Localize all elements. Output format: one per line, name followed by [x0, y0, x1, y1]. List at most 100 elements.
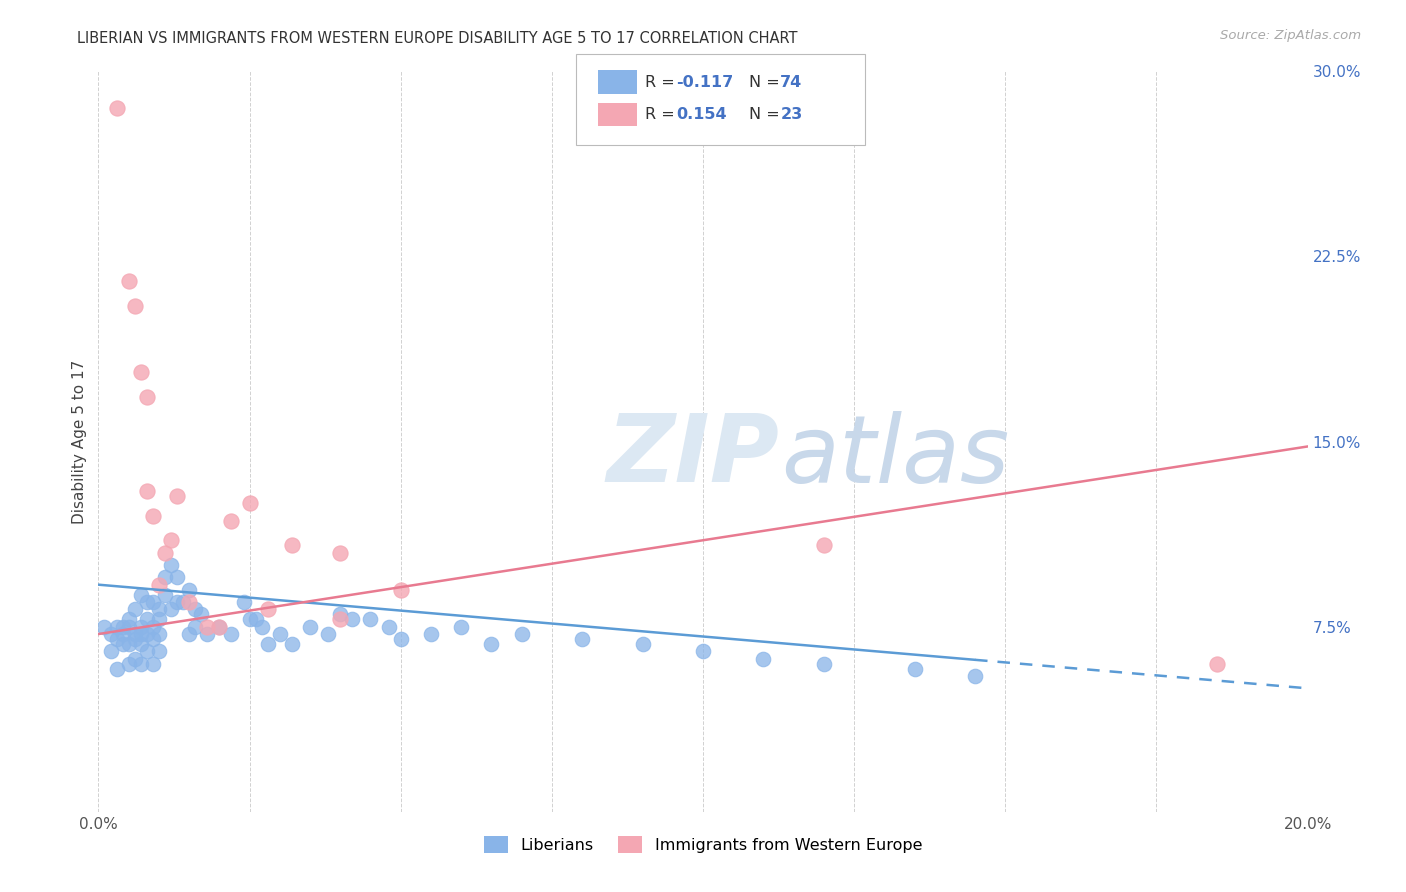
Point [148, 644, 170, 658]
Point [135, 483, 157, 498]
Point [245, 612, 267, 626]
Text: 0.154: 0.154 [676, 107, 727, 121]
Text: R =: R = [645, 107, 681, 121]
Point [1206, 657, 1229, 671]
Text: N =: N = [749, 107, 786, 121]
Point [153, 588, 176, 602]
Point [166, 570, 188, 584]
Point [93, 619, 115, 633]
Point [135, 390, 157, 404]
Point [329, 612, 352, 626]
Point [342, 612, 364, 626]
Point [232, 595, 254, 609]
Point [389, 582, 412, 597]
Point [195, 619, 218, 633]
Point [142, 595, 165, 609]
Point [153, 570, 176, 584]
Point [360, 612, 382, 626]
Point [172, 595, 194, 609]
Point [148, 602, 170, 616]
Point [118, 612, 141, 626]
Point [129, 627, 152, 641]
Point [105, 102, 128, 116]
Point [105, 662, 128, 676]
Point [118, 637, 141, 651]
Point [377, 619, 399, 633]
Point [179, 595, 201, 609]
Point [129, 619, 152, 633]
Point [481, 637, 503, 651]
Point [105, 632, 128, 646]
Point [256, 602, 278, 616]
Point [965, 669, 987, 683]
Point [142, 508, 165, 523]
Point [179, 582, 201, 597]
Point [221, 514, 243, 528]
Point [111, 637, 134, 651]
Point [124, 602, 146, 616]
Point [450, 619, 472, 633]
Text: Source: ZipAtlas.com: Source: ZipAtlas.com [1220, 29, 1361, 42]
Point [904, 662, 927, 676]
Point [329, 546, 352, 560]
Point [752, 651, 775, 665]
Point [111, 619, 134, 633]
Point [118, 619, 141, 633]
Point [111, 627, 134, 641]
Text: 23: 23 [780, 107, 803, 121]
Point [208, 619, 231, 633]
Point [124, 651, 146, 665]
Point [813, 657, 835, 671]
Point [184, 619, 207, 633]
Point [239, 612, 262, 626]
Point [153, 546, 176, 560]
Point [118, 274, 141, 288]
Point [142, 632, 165, 646]
Point [124, 627, 146, 641]
Point [148, 612, 170, 626]
Point [142, 619, 165, 633]
Text: ZIP: ZIP [606, 410, 779, 502]
Point [420, 627, 443, 641]
Point [135, 644, 157, 658]
Point [100, 644, 122, 658]
Point [135, 627, 157, 641]
Point [129, 366, 152, 380]
Point [160, 602, 183, 616]
Point [281, 538, 304, 552]
Point [239, 496, 262, 510]
Point [160, 558, 183, 572]
Point [118, 657, 141, 671]
Point [129, 588, 152, 602]
Point [631, 637, 654, 651]
Point [389, 632, 412, 646]
Point [135, 595, 157, 609]
Point [250, 619, 273, 633]
Point [124, 632, 146, 646]
Point [221, 627, 243, 641]
Point [129, 657, 152, 671]
Point [190, 607, 212, 622]
Point [329, 607, 352, 622]
Point [160, 533, 183, 548]
Point [256, 637, 278, 651]
Point [100, 627, 122, 641]
Point [179, 627, 201, 641]
Point [105, 619, 128, 633]
Point [142, 657, 165, 671]
Text: N =: N = [749, 75, 786, 89]
Point [510, 627, 533, 641]
Point [316, 627, 339, 641]
Text: -0.117: -0.117 [676, 75, 734, 89]
Point [166, 489, 188, 503]
Text: LIBERIAN VS IMMIGRANTS FROM WESTERN EUROPE DISABILITY AGE 5 TO 17 CORRELATION CH: LIBERIAN VS IMMIGRANTS FROM WESTERN EURO… [77, 31, 797, 46]
Point [166, 595, 188, 609]
Point [813, 538, 835, 552]
Point [195, 627, 218, 641]
Text: R =: R = [645, 75, 681, 89]
Y-axis label: Disability Age 5 to 17: Disability Age 5 to 17 [72, 359, 87, 524]
Text: atlas: atlas [782, 411, 1010, 502]
Point [208, 619, 231, 633]
Point [571, 632, 593, 646]
Point [148, 627, 170, 641]
